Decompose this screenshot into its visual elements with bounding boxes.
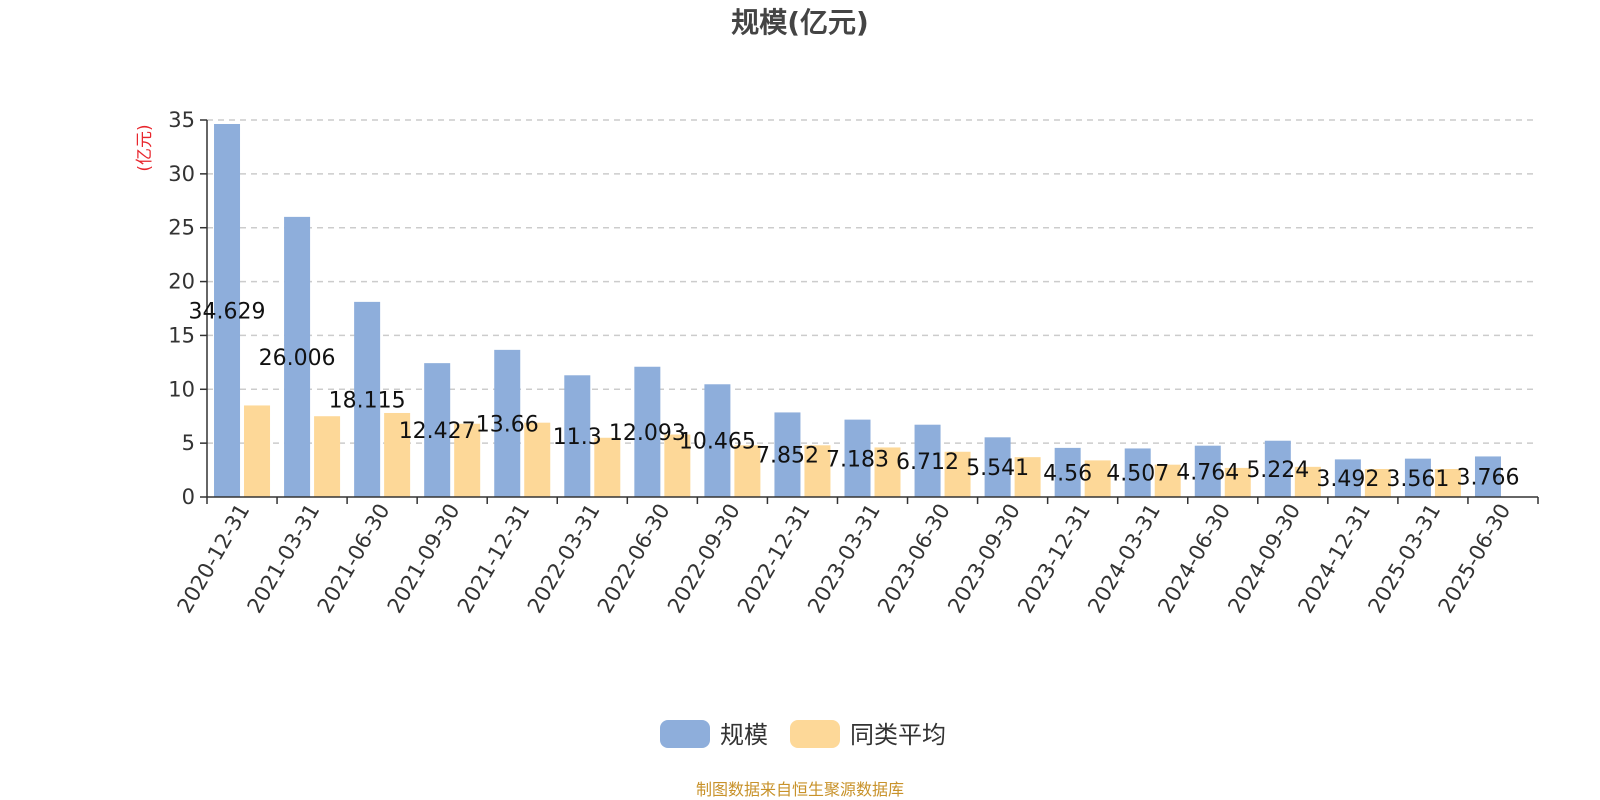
bar-tonglei-pingjun xyxy=(1364,468,1391,497)
data-label: 5.224 xyxy=(1246,458,1309,483)
data-label: 3.492 xyxy=(1316,467,1379,492)
x-tick-label: 2024-03-31 xyxy=(1083,500,1165,618)
x-tick-label: 2023-12-31 xyxy=(1013,500,1095,618)
y-tick-label: 0 xyxy=(182,485,195,509)
x-tick-label: 2020-12-31 xyxy=(173,500,255,618)
x-tick-label: 2021-03-31 xyxy=(243,500,325,618)
bar-guimo xyxy=(844,419,871,497)
grid xyxy=(207,119,1538,444)
data-labels: 34.629 26.006 18.115 12.427 13.66 11.3 12.0931… xyxy=(189,299,1520,492)
x-tick-label: 2023-09-30 xyxy=(943,499,1025,617)
legend-swatch xyxy=(790,720,840,748)
bar-tonglei-pingjun xyxy=(384,412,411,497)
bar-tonglei-pingjun xyxy=(1084,460,1111,497)
bar-guimo xyxy=(564,375,591,497)
y-tick-label: 35 xyxy=(168,108,195,132)
legend: 规模 同类平均 xyxy=(660,720,946,749)
bar-guimo xyxy=(1124,448,1151,497)
bar-guimo xyxy=(1194,445,1221,497)
data-label: 12.093 xyxy=(609,421,686,446)
x-tick-label: 2021-06-30 xyxy=(313,500,395,618)
data-label: 7.852 xyxy=(756,444,819,469)
y-tick-label: 30 xyxy=(168,162,195,186)
source-note: 制图数据来自恒生聚源数据库 xyxy=(696,780,904,799)
bar-guimo xyxy=(1334,459,1361,497)
chart-title: 规模(亿元) xyxy=(731,6,869,39)
data-label: 6.712 xyxy=(896,450,959,475)
data-label: 4.56 xyxy=(1043,461,1092,486)
bar-guimo xyxy=(914,424,941,497)
bar-tonglei-pingjun xyxy=(1224,467,1251,497)
x-tick-label: 2022-06-30 xyxy=(593,500,675,618)
data-label: 11.3 xyxy=(553,425,602,450)
bar-tonglei-pingjun xyxy=(804,445,831,497)
legend-label: 规模 xyxy=(720,721,768,749)
x-tick-label: 2022-12-31 xyxy=(733,500,815,618)
y-tick-label: 10 xyxy=(168,377,195,401)
x-tick-label: 2024-06-30 xyxy=(1153,500,1235,618)
data-label: 34.629 xyxy=(189,299,266,324)
data-label: 18.115 xyxy=(329,388,406,413)
x-tick-label: 2023-03-31 xyxy=(803,500,885,618)
y-axis-unit-label: (亿元) xyxy=(135,124,155,171)
data-label: 3.561 xyxy=(1386,467,1449,492)
bars xyxy=(214,123,1501,497)
data-label: 26.006 xyxy=(259,346,336,371)
data-label: 12.427 xyxy=(399,419,476,444)
x-tick-label: 2022-09-30 xyxy=(663,500,745,618)
x-tick-label: 2021-09-30 xyxy=(383,500,465,618)
data-label: 4.507 xyxy=(1106,462,1169,487)
bar-guimo xyxy=(1474,456,1501,497)
bar-tonglei-pingjun xyxy=(1154,464,1181,497)
bar-tonglei-pingjun xyxy=(454,423,481,497)
x-tick-label: 2025-03-31 xyxy=(1363,500,1445,618)
x-tick-label: 2022-03-31 xyxy=(523,500,605,618)
bar-tonglei-pingjun xyxy=(1434,468,1461,497)
bar-tonglei-pingjun xyxy=(594,437,621,497)
bar-tonglei-pingjun xyxy=(524,422,551,497)
bar-guimo xyxy=(1404,458,1431,497)
bar-tonglei-pingjun xyxy=(734,445,761,497)
legend-swatch xyxy=(660,720,710,748)
bar-tonglei-pingjun xyxy=(944,451,971,497)
bar-guimo xyxy=(704,384,731,497)
bar-tonglei-pingjun xyxy=(244,405,271,497)
x-tick-label: 2023-06-30 xyxy=(873,500,955,618)
legend-label: 同类平均 xyxy=(850,721,946,749)
bar-guimo xyxy=(494,349,521,497)
bar-guimo xyxy=(354,301,381,497)
data-label: 7.183 xyxy=(826,447,889,472)
y-tick-label: 25 xyxy=(168,216,195,240)
bar-guimo xyxy=(1054,447,1081,497)
bar-guimo xyxy=(424,363,451,497)
data-label: 13.66 xyxy=(476,412,539,437)
y-tick-label: 5 xyxy=(182,431,195,455)
bar-tonglei-pingjun xyxy=(314,416,341,497)
x-tick-label: 2021-12-31 xyxy=(453,500,535,618)
bar-guimo xyxy=(1264,440,1291,497)
y-tick-label: 20 xyxy=(168,270,195,294)
data-label: 4.764 xyxy=(1176,460,1239,485)
x-tick-label: 2025-06-30 xyxy=(1433,500,1515,618)
bar-guimo xyxy=(774,412,801,497)
data-label: 5.541 xyxy=(966,456,1029,481)
bar-tonglei-pingjun xyxy=(1294,466,1321,497)
bar-guimo xyxy=(214,123,241,497)
bar-guimo xyxy=(284,216,311,497)
data-label: 10.465 xyxy=(679,430,756,455)
y-tick-label: 15 xyxy=(168,323,195,347)
bar-guimo xyxy=(634,366,661,497)
x-tick-label: 2024-09-30 xyxy=(1223,500,1305,618)
bar-tonglei-pingjun xyxy=(874,447,901,497)
bar-tonglei-pingjun xyxy=(1014,457,1041,497)
x-tick-label: 2024-12-31 xyxy=(1293,500,1375,618)
bar-guimo xyxy=(984,437,1011,497)
bar-tonglei-pingjun xyxy=(664,434,691,497)
data-label: 3.766 xyxy=(1456,466,1519,491)
